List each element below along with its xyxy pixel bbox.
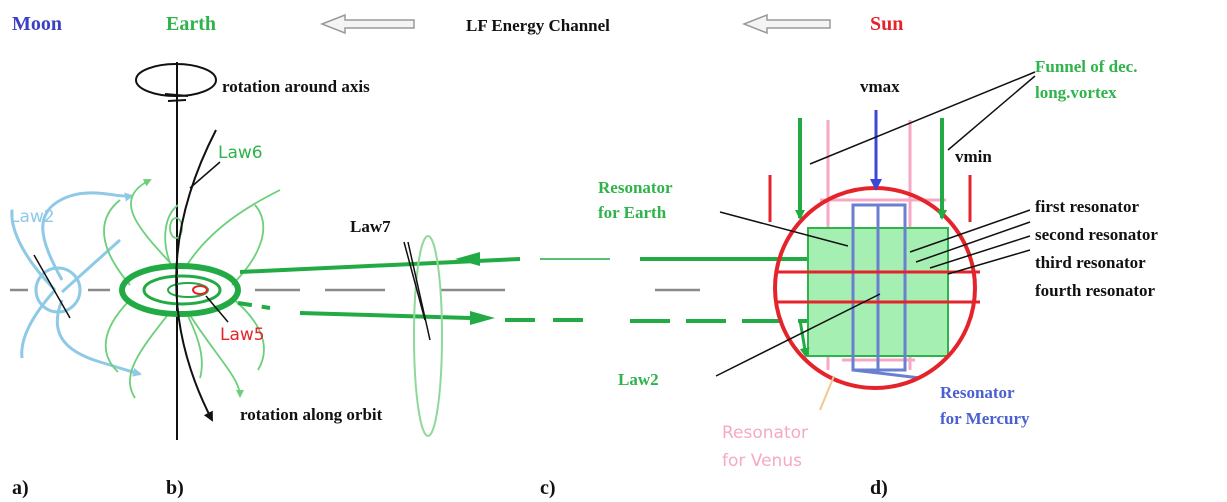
rotation-orbit-label: rotation along orbit xyxy=(240,405,383,424)
panel-label-c: c) xyxy=(540,477,556,499)
header-earth: Earth xyxy=(166,13,216,35)
fourth-resonator-label: fourth resonator xyxy=(1035,281,1156,300)
moon-circle xyxy=(34,266,82,314)
hollow-arrow-left-2 xyxy=(741,13,831,35)
header-sun: Sun xyxy=(870,13,903,35)
vmin-label: vmin xyxy=(955,147,992,166)
third-resonator-label: third resonator xyxy=(1035,253,1146,272)
sun-law2-pointer xyxy=(715,293,881,377)
red-resonator-lines xyxy=(776,270,980,304)
res-earth-pointer xyxy=(719,211,849,247)
resonator-pointers xyxy=(909,209,1031,275)
res-mercury-line1: Resonator xyxy=(940,383,1015,402)
funnel-label-line2: long.vortex xyxy=(1035,83,1117,102)
res-venus-line1: Resonator xyxy=(722,423,808,443)
law7-disc xyxy=(413,235,443,437)
channel-upper-line xyxy=(239,252,810,274)
orbit-curve xyxy=(175,129,217,422)
res-earth-line1: Resonator xyxy=(598,178,673,197)
law6-pointer xyxy=(189,161,221,189)
law5-label: Law5 xyxy=(220,325,265,345)
panel-label-a: a) xyxy=(12,477,29,499)
header-channel: LF Energy Channel xyxy=(466,16,610,35)
law7-label: Law7 xyxy=(350,217,391,236)
hollow-arrow-left-1 xyxy=(319,13,415,35)
res-mercury-line2: for Mercury xyxy=(940,409,1030,428)
res-earth-line2: for Earth xyxy=(598,203,667,222)
header-moon: Moon xyxy=(12,13,62,35)
earth-body xyxy=(119,263,241,317)
moon-pointer xyxy=(33,254,71,319)
sun-law2-label: Law2 xyxy=(618,370,659,389)
rotation-axis-label: rotation around axis xyxy=(222,77,370,96)
first-resonator-label: first resonator xyxy=(1035,197,1139,216)
funnel-arrow-down xyxy=(798,319,810,358)
funnel-pointer-1 xyxy=(809,71,1036,165)
funnel-pointer-2 xyxy=(947,75,1036,151)
second-resonator-label: second resonator xyxy=(1035,225,1158,244)
law7-pointer-1 xyxy=(403,241,426,321)
panel-label-d: d) xyxy=(870,477,888,499)
channel-lower-line xyxy=(237,301,812,323)
moon-field-lines xyxy=(10,191,142,377)
funnel-label-line1: Funnel of dec. xyxy=(1035,57,1137,76)
moon-law2-label: Law2 xyxy=(10,207,55,227)
channel-lower-arrow xyxy=(470,311,495,325)
vmax-label: vmax xyxy=(860,77,900,96)
law5-pointer xyxy=(205,295,229,323)
earth-field-lines xyxy=(103,179,281,399)
law7-pointer-2 xyxy=(407,241,431,341)
res-venus-line2: for Venus xyxy=(722,451,802,471)
earth-axis xyxy=(135,62,217,440)
law6-label: Law6 xyxy=(218,143,263,163)
res-venus-pointer xyxy=(819,375,835,411)
mercury-resonator-box xyxy=(851,203,921,380)
panel-label-b: b) xyxy=(166,477,184,499)
